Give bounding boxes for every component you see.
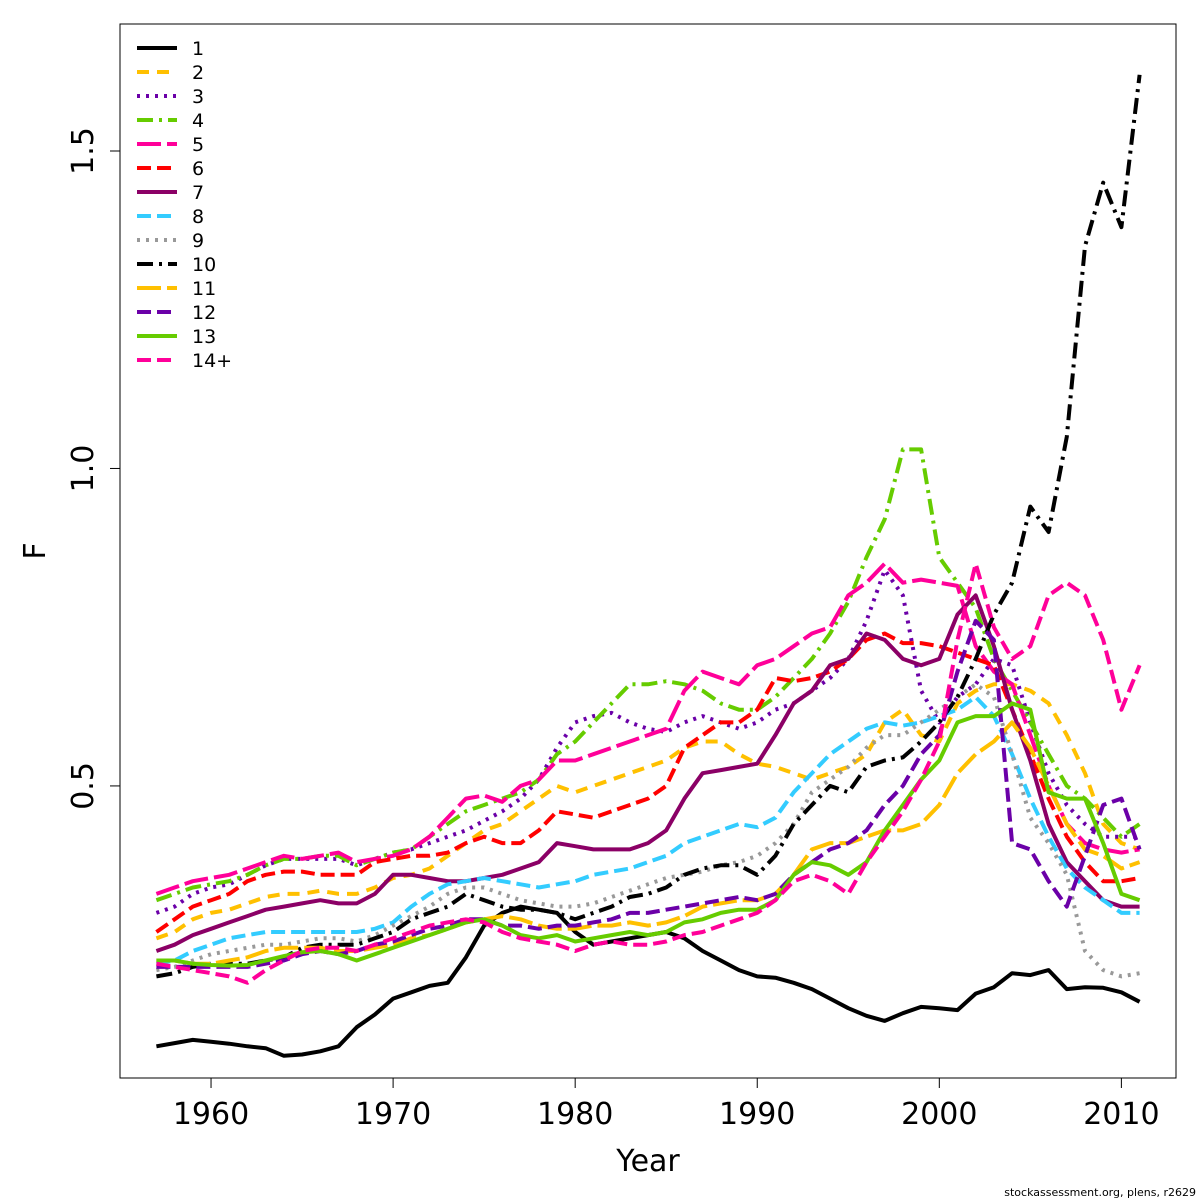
series-line-2	[155, 682, 1141, 941]
legend-item: 12	[137, 302, 216, 324]
legend-label: 6	[192, 158, 204, 180]
legend-item: 10	[137, 254, 216, 276]
legend-item: 6	[137, 158, 204, 180]
series-line-6	[155, 631, 1140, 934]
legend-label: 5	[192, 134, 204, 156]
x-tick-label: 2000	[901, 1097, 977, 1132]
series-line-13	[156, 701, 1141, 968]
series-line-1	[156, 904, 1141, 1058]
legend-item: 13	[137, 326, 216, 348]
legend-label: 4	[192, 110, 204, 132]
legend-label: 10	[192, 254, 216, 276]
y-tick-label: 0.5	[66, 762, 101, 810]
legend-item: 3	[137, 86, 204, 108]
legend-item: 5	[137, 134, 204, 156]
x-axis-title: Year	[615, 1144, 680, 1179]
legend-label: 7	[192, 182, 204, 204]
x-tick-label: 1990	[719, 1097, 795, 1132]
legend-item: 14+	[137, 350, 232, 372]
legend-item: 4	[137, 110, 204, 132]
legend-label: 11	[192, 278, 216, 300]
legend-label: 12	[192, 302, 216, 324]
legend-item: 9	[137, 230, 204, 252]
legend-item: 11	[137, 278, 216, 300]
x-axis: 1960 1970 1980 1990 2000 2010	[173, 1077, 1160, 1132]
plot-frame	[119, 23, 1177, 1079]
legend-item: 8	[137, 206, 204, 228]
series-line-12	[156, 618, 1142, 969]
series-line-4	[155, 447, 1141, 903]
legend-label: 9	[192, 230, 204, 252]
x-tick-label: 1980	[537, 1097, 613, 1132]
y-tick-label: 1.5	[66, 127, 101, 175]
y-tick-label: 1.0	[66, 445, 101, 493]
legend-label: 8	[192, 206, 204, 228]
legend-label: 1	[192, 38, 204, 60]
legend-item: 7	[137, 182, 204, 204]
series-line-7	[155, 593, 1140, 953]
legend-item: 2	[137, 62, 204, 84]
legend-label: 13	[192, 326, 216, 348]
series-line-9	[156, 682, 1140, 979]
y-axis: 0.5 1.0 1.5	[66, 127, 120, 810]
series-line-11	[156, 720, 1141, 966]
series-line-5	[155, 561, 1140, 896]
legend-label: 3	[192, 86, 204, 108]
series-line-10	[156, 74, 1142, 979]
series-line-14plus	[156, 561, 1142, 985]
x-tick-label: 2010	[1083, 1097, 1159, 1132]
x-tick-label: 1960	[173, 1097, 249, 1132]
plot-lines	[155, 74, 1142, 1058]
credit-text: stockassessment.org, plens, r2629	[1004, 1186, 1196, 1199]
y-axis-title: F	[18, 542, 53, 559]
legend-label: 2	[192, 62, 204, 84]
legend-item: 1	[137, 38, 204, 60]
series-line-8	[156, 695, 1140, 966]
legend-label: 14+	[192, 350, 232, 372]
x-tick-label: 1970	[355, 1097, 431, 1132]
